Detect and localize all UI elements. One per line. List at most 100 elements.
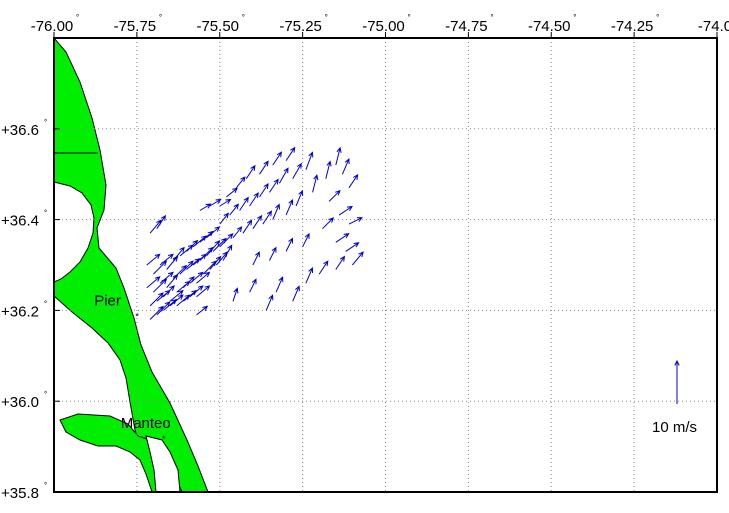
current-vector (172, 246, 185, 261)
tick-label-lat: +36.0 (1, 394, 39, 411)
current-vector (345, 242, 360, 252)
current-vector (235, 176, 246, 189)
current-vector (242, 219, 253, 234)
current-vector (318, 260, 329, 275)
tick-label-lon: -75.25 (279, 18, 322, 35)
current-vector (196, 271, 211, 284)
current-vector (285, 237, 294, 252)
current-vector (179, 260, 194, 275)
scale-arrow (674, 359, 680, 404)
tick-label-lon: -74.0 (698, 18, 729, 35)
current-vector (278, 167, 289, 184)
current-vector (159, 271, 174, 284)
current-vector (239, 196, 249, 211)
degree-mark: ° (242, 13, 245, 22)
current-vector (169, 294, 184, 307)
current-vector (275, 276, 284, 293)
current-vector (249, 278, 257, 293)
current-vector (189, 285, 204, 298)
current-vector (189, 271, 204, 284)
current-vector (325, 160, 332, 179)
current-vector (292, 162, 302, 179)
current-vector (169, 289, 184, 302)
current-vector (199, 203, 212, 211)
current-vector (176, 294, 191, 307)
degree-mark: ° (44, 299, 47, 308)
current-vector (156, 214, 167, 229)
land-lagoon-north (54, 181, 95, 283)
current-vector (269, 246, 277, 261)
tick-label-lon: -75.50 (196, 18, 239, 35)
current-vector (302, 232, 310, 248)
current-vector (335, 255, 346, 270)
current-vector (149, 305, 164, 320)
current-vector (312, 174, 319, 193)
land-white-notch (145, 435, 181, 492)
degree-mark: ° (490, 13, 493, 22)
degree-mark: ° (573, 13, 576, 22)
current-vector (259, 160, 269, 175)
current-vector (149, 292, 164, 307)
current-vector (146, 276, 161, 289)
current-vector (272, 203, 280, 220)
degree-mark: ° (408, 13, 411, 22)
current-vector (209, 255, 222, 270)
current-vector (166, 255, 179, 270)
current-vector (259, 183, 269, 198)
current-vector (159, 253, 174, 266)
current-vector (196, 285, 211, 298)
tick-label-lon: -75.00 (362, 18, 405, 35)
current-vector (252, 214, 263, 229)
degree-mark: ° (44, 209, 47, 218)
tick-label-lon: -76.00 (31, 18, 74, 35)
current-vector (252, 251, 260, 266)
current-vector (199, 246, 214, 261)
current-vector (199, 230, 214, 243)
current-vector (249, 192, 259, 207)
current-vector (219, 212, 230, 225)
current-vector (209, 198, 222, 207)
current-vector (295, 189, 304, 207)
degree-mark: ° (76, 13, 79, 22)
current-vector (219, 233, 234, 248)
tick-label-lat: +36.2 (1, 303, 39, 320)
current-vector (222, 244, 233, 261)
current-vector (219, 198, 232, 207)
current-vector (146, 253, 161, 266)
current-vector (149, 219, 162, 234)
current-vector (245, 164, 256, 179)
current-vector (335, 233, 350, 243)
current-vector (285, 198, 294, 216)
current-vector (341, 158, 350, 175)
current-vector (192, 235, 207, 248)
current-vector (348, 217, 363, 225)
current-vector (265, 294, 274, 311)
current-vector (153, 278, 168, 293)
land-island-manteo (59, 413, 183, 492)
current-vector (172, 264, 188, 279)
current-vector (322, 217, 335, 230)
current-vector (305, 267, 314, 284)
current-vector (269, 178, 279, 193)
degree-mark: ° (44, 118, 47, 127)
current-vector (186, 258, 201, 270)
current-vector (348, 173, 359, 189)
tick-label-lat: +36.6 (1, 122, 39, 139)
current-vector (292, 285, 300, 302)
place-markers: * Pier * Manteo (94, 292, 171, 444)
scale-arrow-group: 10 m/s (652, 359, 697, 436)
place-label-pier: Pier (94, 292, 121, 309)
tick-label-lat: +35.8 (1, 485, 39, 502)
current-vector (216, 251, 228, 266)
tick-label-lon: -74.50 (528, 18, 571, 35)
tick-label-lon: -74.25 (611, 18, 654, 35)
tick-label-lon: -74.75 (445, 18, 488, 35)
place-marker: * (162, 434, 166, 444)
current-vector (285, 146, 296, 161)
current-vector (196, 305, 209, 316)
current-vector (272, 151, 283, 166)
current-vectors (146, 146, 364, 320)
tick-label-lat: +36.4 (1, 213, 39, 230)
axis-ticks: -76.00°-75.75°-75.50°-75.25°-75.00°-74.7… (1, 13, 729, 502)
